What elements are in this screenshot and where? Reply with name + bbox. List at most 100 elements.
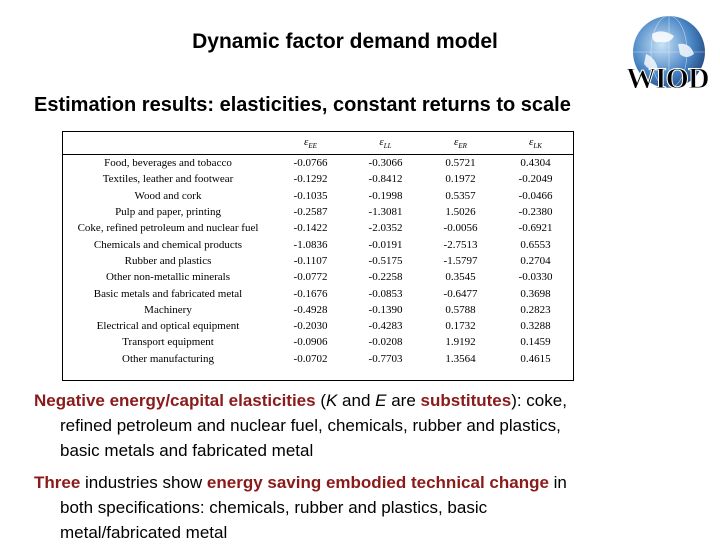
table-row: Food, beverages and tobacco -0.0766 -0.306… xyxy=(63,154,573,172)
industry-name: Machinery xyxy=(144,303,192,316)
elasticity-value: -0.0208 xyxy=(368,336,403,349)
symbol-e: E xyxy=(375,391,387,410)
text-fragment: ( xyxy=(315,391,326,410)
header-eps-er: εER xyxy=(454,135,467,151)
table-row: Pulp and paper, printing -0.2587 -1.3081 1.… xyxy=(63,204,573,220)
elasticity-value: -0.3066 xyxy=(348,154,423,172)
elasticity-value: -0.2587 xyxy=(293,206,328,219)
industry-name: Textiles, leather and footwear xyxy=(102,173,234,186)
paragraph-line: Negative energy/capital elasticities (K … xyxy=(34,388,704,413)
industry-name: Electrical and optical equipment xyxy=(96,320,240,333)
elasticity-value: 1.3564 xyxy=(445,352,476,365)
elasticity-value: -1.0836 xyxy=(293,238,328,251)
elasticity-value: -0.1676 xyxy=(293,287,328,300)
elasticity-value: -0.1107 xyxy=(293,254,328,267)
elasticity-value: -0.2380 xyxy=(518,206,553,219)
text-fragment: industries show xyxy=(80,473,207,492)
highlight-technical-change: energy saving embodied technical change xyxy=(206,473,549,492)
paragraph-technical-change: Three industries show energy saving embo… xyxy=(34,470,704,545)
slide-subtitle: Estimation results: elasticities, consta… xyxy=(34,94,571,116)
elasticity-value: -0.5175 xyxy=(368,254,403,267)
slide-title: Dynamic factor demand model xyxy=(192,30,498,53)
elasticity-value: 0.1459 xyxy=(520,336,551,349)
table-row: Electrical and optical equipment -0.2030 -… xyxy=(63,318,573,334)
text-fragment: and xyxy=(337,391,376,410)
elasticity-value: 1.9192 xyxy=(445,336,476,349)
text-fragment: are xyxy=(386,391,421,410)
industry-name: Chemicals and chemical products xyxy=(93,238,243,251)
elasticity-value: 0.3545 xyxy=(445,271,476,284)
elasticity-value: -0.0906 xyxy=(293,336,328,349)
elasticity-value: -0.0772 xyxy=(293,271,328,284)
elasticity-value: -0.2258 xyxy=(368,271,403,284)
industry-name: Other non-metallic minerals xyxy=(105,271,230,284)
header-eps-ee: εEE xyxy=(304,135,317,151)
elasticity-value: -0.6921 xyxy=(518,222,553,235)
elasticity-value: -0.4283 xyxy=(368,320,403,333)
elasticity-value: -0.4928 xyxy=(293,303,328,316)
paragraph-line: metal/fabricated metal xyxy=(60,523,228,542)
industry-name: Wood and cork xyxy=(134,189,202,202)
header-eps-ll: εLL xyxy=(379,135,392,151)
table-row: Other manufacturing -0.0702 -0.7703 1.3564 0… xyxy=(63,351,573,367)
paragraph-line: basic metals and fabricated metal xyxy=(60,441,314,460)
text-fragment: in xyxy=(548,473,567,492)
elasticity-value: -0.0766 xyxy=(273,154,348,172)
table-header-row: εEE εLL εER εLK xyxy=(63,132,573,155)
highlight-negative-elasticities: Negative energy/capital elasticities xyxy=(34,391,316,410)
paragraph-line: Three industries show energy saving embo… xyxy=(34,470,704,495)
elasticity-value: 0.5357 xyxy=(445,189,476,202)
elasticity-value: -0.0466 xyxy=(518,189,553,202)
table-row: Chemicals and chemical products -1.0836 -0… xyxy=(63,236,573,252)
elasticity-value: -0.7703 xyxy=(368,352,403,365)
elasticity-value: -0.0191 xyxy=(368,238,403,251)
elasticity-value: 1.5026 xyxy=(445,206,476,219)
elasticity-table: εEE εLL εER εLK Food, beverages and toba… xyxy=(62,131,574,381)
wiod-logo-text: WIOD xyxy=(626,62,711,96)
elasticity-value: 0.3698 xyxy=(520,287,551,300)
globe-logo-icon xyxy=(622,14,716,94)
elasticity-value: 0.5788 xyxy=(445,303,476,316)
industry-name: Pulp and paper, printing xyxy=(115,206,221,219)
text-fragment: ): coke, xyxy=(511,391,567,410)
industry-name: Rubber and plastics xyxy=(124,254,212,267)
elasticity-value: 0.1732 xyxy=(445,320,476,333)
paragraph-line: refined petroleum and nuclear fuel, chem… xyxy=(60,416,561,435)
industry-name: Coke, refined petroleum and nuclear fuel xyxy=(77,222,259,235)
table-row: Coke, refined petroleum and nuclear fuel… xyxy=(63,220,573,236)
industry-name: Transport equipment xyxy=(122,336,214,349)
elasticity-value: -0.1035 xyxy=(293,189,328,202)
highlight-substitutes: substitutes xyxy=(420,391,512,410)
elasticity-value: -0.8412 xyxy=(368,173,403,186)
elasticity-value: 0.2704 xyxy=(520,254,551,267)
elasticity-value: -1.3081 xyxy=(368,206,403,219)
industry-name: Food, beverages and tobacco xyxy=(63,154,273,172)
elasticity-value: -0.2049 xyxy=(518,173,553,186)
elasticity-value: 0.3288 xyxy=(520,320,551,333)
elasticity-value: 0.4304 xyxy=(498,154,573,172)
elasticity-value: 0.1972 xyxy=(445,173,476,186)
elasticity-value: -0.0330 xyxy=(518,271,553,284)
elasticity-value: -0.0056 xyxy=(443,222,478,235)
elasticity-value: -2.7513 xyxy=(443,238,478,251)
elasticity-value: -0.0702 xyxy=(293,352,328,365)
elasticity-value: -0.1390 xyxy=(368,303,403,316)
elasticity-value: -0.6477 xyxy=(443,287,478,300)
paragraph-line: both specifications: chemicals, rubber a… xyxy=(60,498,488,517)
industry-name: Other manufacturing xyxy=(122,352,214,365)
table-row: Textiles, leather and footwear -0.1292 -0.… xyxy=(63,171,573,187)
symbol-k: K xyxy=(325,391,338,410)
table-row: Other non-metallic minerals -0.0772 -0.225… xyxy=(63,269,573,285)
header-eps-lk: εLK xyxy=(529,135,542,151)
header-industry xyxy=(63,132,273,155)
elasticity-value: 0.4615 xyxy=(520,352,551,365)
table-row: Wood and cork -0.1035 -0.1998 0.5357 -0.0466 xyxy=(63,188,573,204)
table-row: Machinery -0.4928 -0.1390 0.5788 0.2823 xyxy=(63,302,573,318)
highlight-three: Three xyxy=(34,473,81,492)
elasticity-value: -0.1422 xyxy=(293,222,328,235)
elasticity-value: -0.1292 xyxy=(293,173,328,186)
elasticity-value: -0.0853 xyxy=(368,287,403,300)
elasticity-value: 0.5721 xyxy=(423,154,498,172)
table-row: Rubber and plastics -0.1107 -0.5175 -1.5797… xyxy=(63,253,573,269)
elasticity-value: -2.0352 xyxy=(368,222,403,235)
